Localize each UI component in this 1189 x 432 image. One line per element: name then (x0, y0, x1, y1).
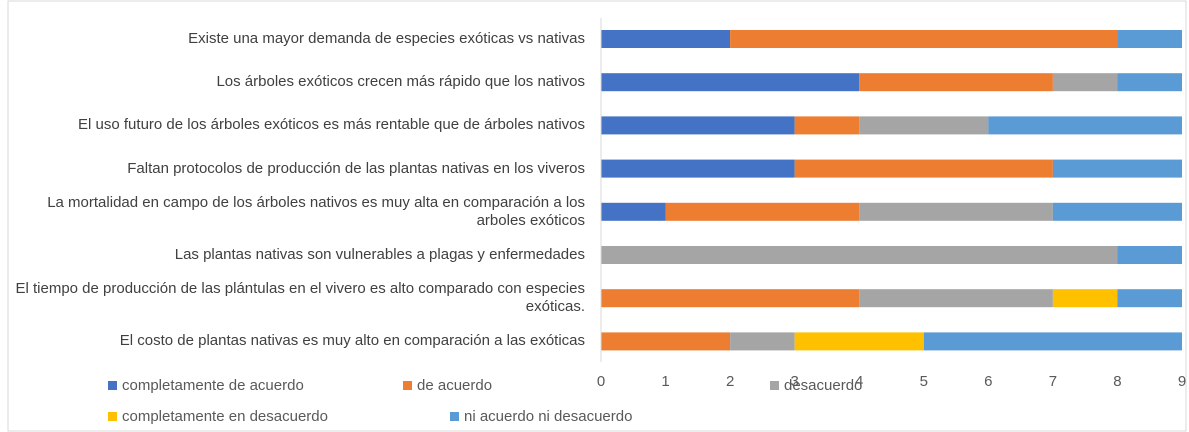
category-label: El tiempo de producción de las plántulas… (15, 280, 585, 316)
x-tick-label: 9 (1178, 373, 1186, 390)
bar-segment (665, 202, 860, 221)
category-label: El uso futuro de los árboles exóticos es… (78, 116, 585, 134)
bar-segment (601, 159, 795, 178)
bar-segment (601, 30, 731, 48)
x-tick-label: 6 (984, 373, 992, 390)
legend-swatch (770, 381, 779, 390)
legend-label: completamente en desacuerdo (122, 408, 328, 425)
legend-swatch (450, 412, 459, 421)
x-tick-label: 1 (661, 373, 669, 390)
x-tick-label: 8 (1113, 373, 1121, 390)
bar-segment (1052, 159, 1182, 178)
legend-swatch (108, 412, 117, 421)
category-label: Faltan protocolos de producción de las p… (127, 159, 585, 177)
bar-segment (601, 116, 795, 135)
bar-segment (1052, 289, 1118, 308)
x-tick-label: 7 (1049, 373, 1057, 390)
legend-swatch (108, 381, 117, 390)
category-label: Las plantas nativas son vulnerables a pl… (174, 246, 585, 263)
bar-segment (988, 116, 1182, 135)
category-label: La mortalidad en campo de los árboles na… (47, 193, 585, 229)
x-tick-label: 5 (920, 373, 928, 390)
legend-label: desacuerdo (784, 377, 862, 394)
bar-segment (859, 116, 989, 135)
bar-segment (601, 73, 860, 92)
chart-border (7, 0, 1187, 432)
bar-segment (601, 246, 1118, 264)
x-tick-label: 0 (597, 373, 605, 390)
bar-segment (794, 332, 924, 351)
bar-segment (794, 116, 860, 135)
legend-label: de acuerdo (417, 377, 492, 394)
bar-segment (794, 159, 1053, 178)
bar-segment (859, 289, 1053, 308)
bar-segment (1117, 289, 1182, 308)
bar-segment (1117, 73, 1182, 92)
category-label: Los árboles exóticos crecen más rápido q… (216, 73, 585, 91)
bar-segment (859, 73, 1053, 92)
bar-segment (923, 332, 1182, 351)
legend-swatch (403, 381, 412, 390)
bar-segment (601, 202, 666, 221)
bar-segment (1052, 202, 1182, 221)
x-tick-label: 3 (790, 373, 798, 390)
bar-segment (601, 289, 860, 308)
category-label: Existe una mayor demanda de especies exó… (188, 30, 585, 47)
bar-segment (859, 202, 1053, 221)
bar-segment (730, 332, 795, 351)
legend-label: ni acuerdo ni desacuerdo (464, 408, 632, 425)
bar-segment (1052, 73, 1118, 92)
bar-segment (1117, 30, 1182, 48)
category-label: El costo de plantas nativas es muy alto … (119, 332, 585, 350)
legend-label: completamente de acuerdo (122, 377, 304, 394)
bar-segment (730, 30, 1118, 48)
bar-segment (601, 332, 731, 351)
bar-segment (1117, 246, 1182, 264)
x-tick-label: 4 (855, 373, 863, 390)
x-tick-label: 2 (726, 373, 734, 390)
